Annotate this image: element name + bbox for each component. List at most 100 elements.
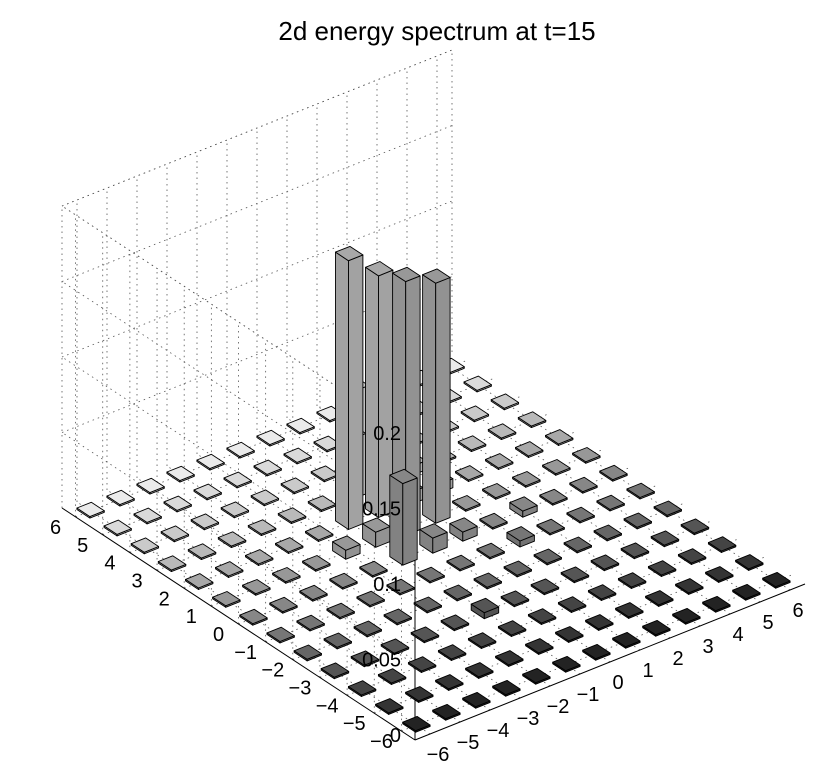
y-tick-label: −6 (370, 731, 393, 753)
x-tick-label: 5 (762, 612, 773, 634)
bar-1_-5 (585, 614, 614, 631)
x-tick-label: −2 (547, 696, 570, 718)
bar-6_5 (463, 375, 492, 393)
bar-face-top (247, 519, 277, 535)
bar-2_1 (452, 495, 481, 512)
grid-floor-x (166, 465, 521, 699)
bar-face-top (702, 595, 731, 612)
bar--5_3 (187, 543, 217, 561)
bar-1_-6 (612, 631, 641, 649)
bar-5_-1 (596, 494, 625, 512)
y-tick-label: 5 (77, 535, 88, 557)
bar--5_-4 (377, 668, 407, 685)
bar--2_-5 (495, 650, 524, 667)
bar--3_-1 (356, 590, 385, 608)
bar-face-top (407, 656, 437, 672)
bar-6_3 (517, 411, 547, 429)
bar-face-top (160, 525, 190, 541)
bar-face-top (482, 483, 511, 499)
bar-face-top (582, 643, 611, 660)
bar--1_2 (335, 245, 364, 530)
bar-face-top (250, 489, 280, 505)
bar-6_-2 (653, 500, 682, 518)
bar--1_3 (307, 495, 337, 513)
bar-5_-2 (623, 512, 652, 530)
bar--1_0 (389, 468, 418, 566)
grid-floor-x (76, 501, 431, 735)
bar-face-top (193, 483, 222, 499)
bar-face-top (446, 554, 475, 570)
bar-face-top (76, 501, 105, 518)
bar--3_-6 (492, 679, 521, 697)
bar-face-top (106, 489, 135, 506)
bar--4_-2 (353, 620, 382, 638)
bar-face-top (443, 584, 472, 600)
bar-face-top (389, 468, 418, 485)
bar--2_2 (305, 525, 334, 542)
bar-face-top (539, 488, 568, 505)
bar-2_-5 (615, 602, 644, 619)
bar-face-top (269, 596, 298, 613)
bar-face-top (329, 572, 358, 589)
bar-face-top (563, 536, 592, 552)
bar-face-top (460, 405, 490, 421)
bar-face-top (517, 411, 547, 427)
bar-face-top (476, 542, 505, 558)
z-tick-label: 0.05 (362, 650, 401, 672)
bar-face-top (133, 507, 162, 523)
bar--5_2 (215, 561, 244, 578)
bar--6_2 (185, 573, 214, 590)
bar-face-top (280, 477, 310, 493)
bar-2_0 (479, 512, 508, 530)
bar-face-top (642, 619, 671, 636)
bar-face-top (335, 245, 364, 262)
bar--4_3 (217, 531, 247, 549)
bar--4_-5 (435, 674, 464, 691)
bar--4_-3 (380, 638, 410, 656)
bar-0_2 (365, 261, 394, 518)
grid-z-left (61, 356, 416, 590)
bar--5_1 (242, 579, 271, 596)
y-tick-label: 2 (159, 588, 170, 610)
bar--6_3 (157, 555, 187, 573)
bar-face-top (680, 518, 710, 534)
bar-face-top (515, 441, 544, 457)
bar-face-top (410, 626, 440, 642)
bar-3_-5 (645, 590, 674, 607)
bar-face-top (623, 512, 652, 528)
z-tick-label: 0.1 (373, 574, 401, 596)
bar-face-top (157, 555, 187, 571)
grid-floor-x (256, 429, 611, 663)
bar-face-top (705, 566, 734, 582)
bar--5_0 (269, 596, 298, 614)
bar--3_5 (193, 483, 222, 501)
bar-face-top (457, 435, 487, 451)
z-tick-label: 0 (390, 725, 401, 747)
bar-5_1 (542, 459, 571, 476)
bar-face-top (506, 526, 535, 542)
bar-face-top (239, 608, 268, 625)
bar-5_-6 (732, 583, 761, 601)
bar-5_0 (569, 476, 598, 494)
bar--2_1 (332, 535, 361, 560)
bar-face-top (732, 583, 761, 600)
bar-5_3 (487, 423, 517, 441)
bar-face-top (542, 459, 571, 475)
bar-face-top (487, 423, 517, 439)
bar-face-top (187, 543, 217, 559)
bar-face-top (647, 560, 677, 576)
bar-face-top (599, 464, 628, 481)
x-tick-label: 1 (642, 660, 653, 682)
bar-face-top (492, 679, 521, 696)
bar-1_-3 (530, 578, 560, 596)
bar--4_2 (245, 549, 274, 566)
bar-face-top (512, 471, 541, 487)
bar--5_5 (133, 507, 162, 525)
bar-face-left (365, 266, 379, 518)
bar--2_6 (196, 453, 225, 471)
bar-0_-4 (527, 608, 557, 625)
bar-face-left (335, 251, 349, 530)
y-tick-label: −4 (316, 695, 339, 717)
bar--4_4 (190, 513, 220, 531)
